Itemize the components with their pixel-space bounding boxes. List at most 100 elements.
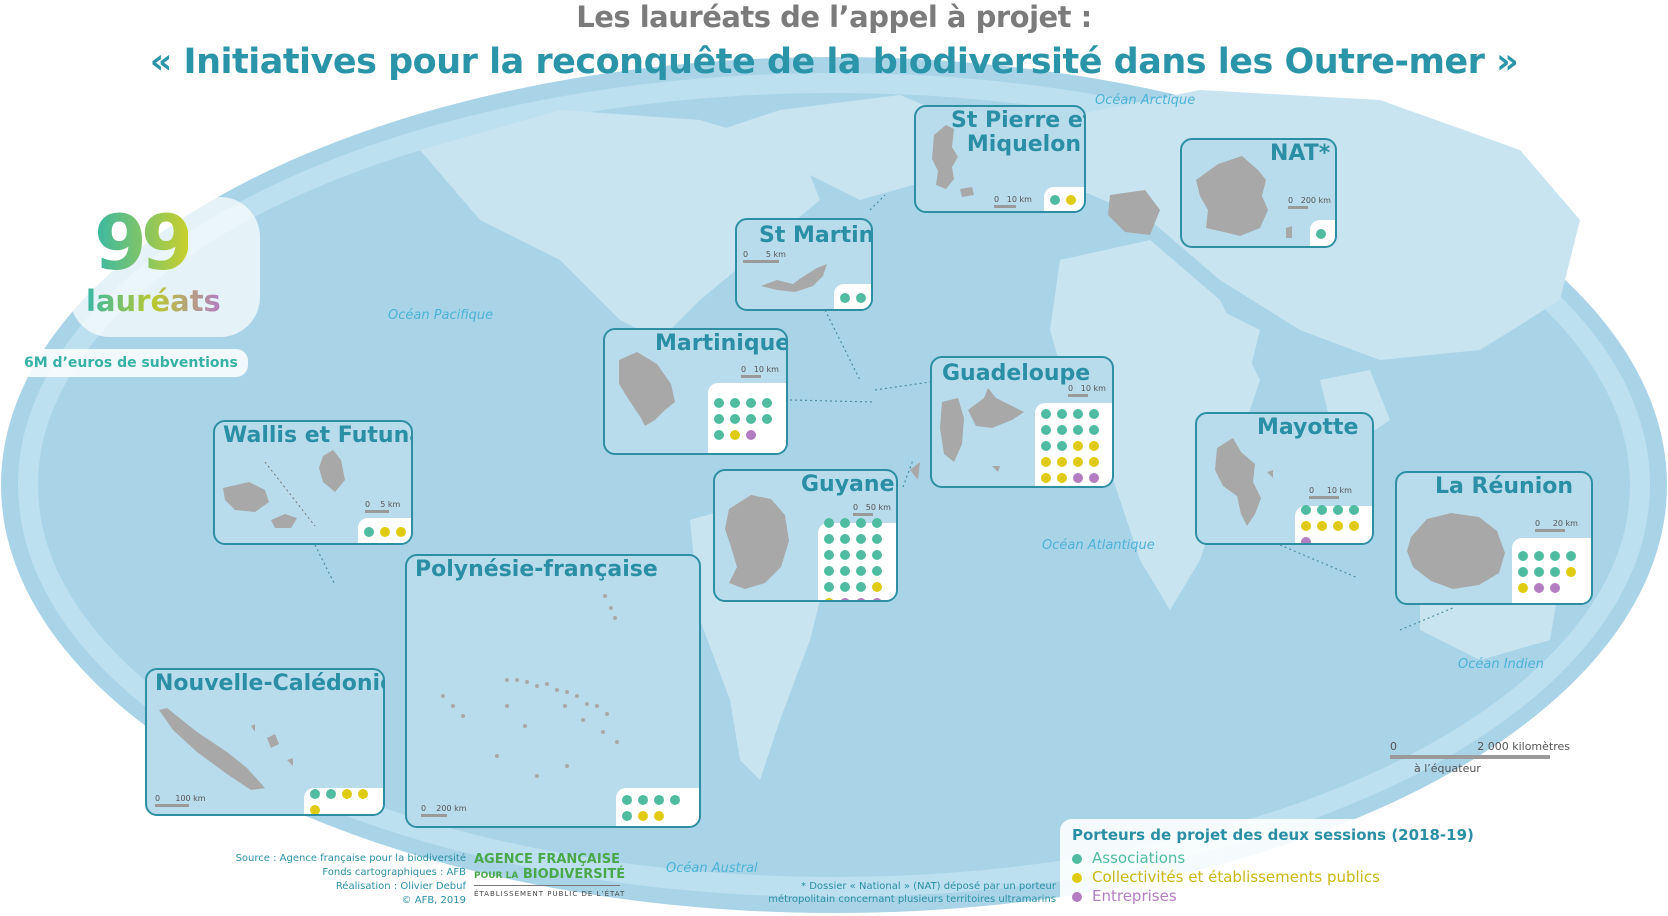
nat-title: NAT* <box>1270 141 1331 166</box>
dot-assoc <box>714 398 724 408</box>
dot-coll <box>654 811 664 821</box>
dot-coll <box>342 789 352 799</box>
wallis-title: Wallis et Futuna <box>223 423 413 448</box>
wallis-scale: 0 5 km <box>365 500 400 513</box>
legend-dot-ent <box>1072 891 1082 902</box>
dot-assoc <box>872 533 882 544</box>
dot-assoc <box>1057 424 1067 435</box>
dot-assoc <box>714 414 724 424</box>
polynesie-shape <box>441 594 619 778</box>
caledonie-title: Nouvelle-Calédonie <box>155 671 385 696</box>
dot-assoc <box>1566 550 1576 561</box>
dot-coll <box>1089 456 1099 467</box>
reunion-shape <box>1407 513 1505 589</box>
dot-coll <box>1041 456 1051 467</box>
inset-martinique[interactable]: Martinique 0 10 km <box>603 328 788 455</box>
nat-scale: 0 200 km <box>1288 196 1331 209</box>
inset-guyane[interactable]: Guyane 0 50 km <box>713 469 898 602</box>
inset-caledonie[interactable]: Nouvelle-Calédonie 0 100 km <box>145 668 385 816</box>
guadeloupe-scale: 0 10 km <box>1068 384 1106 397</box>
st-pierre-title: St Pierre et Miquelon <box>951 108 1086 158</box>
martinique-scale: 0 10 km <box>741 365 779 378</box>
dot-assoc <box>1316 229 1326 239</box>
dot-ent <box>840 597 850 600</box>
dot-assoc <box>872 517 882 528</box>
dot-assoc <box>840 517 850 528</box>
laureates-label: lauréats <box>86 284 221 318</box>
inset-guadeloupe[interactable]: Guadeloupe 0 10 km <box>930 356 1114 488</box>
dot-coll <box>1349 520 1359 531</box>
dot-assoc <box>1518 566 1528 577</box>
inset-st-pierre[interactable]: St Pierre et Miquelon 0 10 km <box>914 105 1086 213</box>
credits: Source : Agence française pour la biodiv… <box>235 853 466 906</box>
dot-coll <box>1073 440 1083 451</box>
ocean-label-pacifique: Océan Pacifique <box>388 308 494 323</box>
inset-st-martin[interactable]: St Martin 0 5 km <box>735 218 873 311</box>
dot-ent <box>856 597 866 600</box>
st-martin-title: St Martin <box>759 223 873 248</box>
mayotte-dots <box>1295 504 1372 543</box>
dot-assoc <box>364 526 374 537</box>
dot-assoc <box>1550 550 1560 561</box>
dot-assoc <box>1050 195 1060 205</box>
polynesie-title: Polynésie-française <box>415 557 658 582</box>
wallis-dots <box>358 518 411 543</box>
martinique-dots <box>708 383 786 453</box>
dot-assoc <box>746 414 756 424</box>
outermost-grey <box>910 190 1160 480</box>
dot-assoc <box>310 789 320 799</box>
dot-assoc <box>1534 566 1544 577</box>
dot-assoc <box>1057 440 1067 451</box>
dot-assoc <box>840 533 850 544</box>
dot-assoc <box>1073 424 1083 435</box>
footnote: * Dossier « National » (NAT) déposé par … <box>768 881 1056 905</box>
dot-assoc <box>1041 408 1051 419</box>
dot-assoc <box>1041 440 1051 451</box>
dot-assoc <box>824 517 834 528</box>
dot-assoc <box>1333 504 1343 515</box>
dot-coll <box>396 526 406 537</box>
legend-dot-coll <box>1072 872 1082 883</box>
dot-coll <box>1066 195 1076 205</box>
dot-ent <box>1534 582 1544 593</box>
france-shape <box>1196 156 1292 238</box>
legend-dot-assoc <box>1072 853 1082 864</box>
legend-item-ent: Entreprises <box>1072 887 1177 905</box>
dot-assoc <box>1534 550 1544 561</box>
title-line2: « Initiatives pour la reconquête de la b… <box>149 42 1519 82</box>
ocean-label-indien: Océan Indien <box>1458 657 1544 672</box>
st-pierre-shape <box>932 125 974 197</box>
legend-panel <box>1060 819 1515 916</box>
dot-assoc <box>824 581 834 592</box>
inset-wallis[interactable]: Wallis et Futuna 0 5 km <box>213 420 413 545</box>
guyane-scale: 0 50 km <box>853 503 891 516</box>
inset-polynesie[interactable]: Polynésie-française 0 200 km <box>405 554 701 828</box>
dot-coll <box>730 430 740 440</box>
dot-coll <box>1333 520 1343 531</box>
dot-assoc <box>730 398 740 408</box>
reunion-dots <box>1512 538 1591 603</box>
dot-ent <box>1301 536 1311 543</box>
guyane-dots <box>818 517 896 600</box>
guyane-shape <box>725 495 789 589</box>
laureates-count: 99 <box>94 198 194 287</box>
dot-assoc <box>1317 504 1327 515</box>
inset-mayotte[interactable]: Mayotte 0 10 km <box>1195 412 1374 545</box>
dot-assoc <box>824 565 834 576</box>
dot-coll <box>1089 440 1099 451</box>
legend-title: Porteurs de projet des deux sessions (20… <box>1072 826 1474 844</box>
inset-reunion[interactable]: La Réunion 0 20 km <box>1395 471 1593 605</box>
martinique-title: Martinique <box>655 331 788 356</box>
dot-assoc <box>1349 504 1359 515</box>
st-martin-dots <box>834 284 871 309</box>
guadeloupe-title: Guadeloupe <box>942 361 1091 386</box>
dot-assoc <box>746 398 756 408</box>
dot-coll <box>872 581 882 592</box>
dot-ent <box>746 430 756 440</box>
dot-assoc <box>840 565 850 576</box>
inset-nat[interactable]: NAT* 0 200 km <box>1180 138 1337 248</box>
nat-dots <box>1310 220 1335 246</box>
caledonie-dots <box>304 788 383 814</box>
dot-ent <box>1089 472 1099 483</box>
